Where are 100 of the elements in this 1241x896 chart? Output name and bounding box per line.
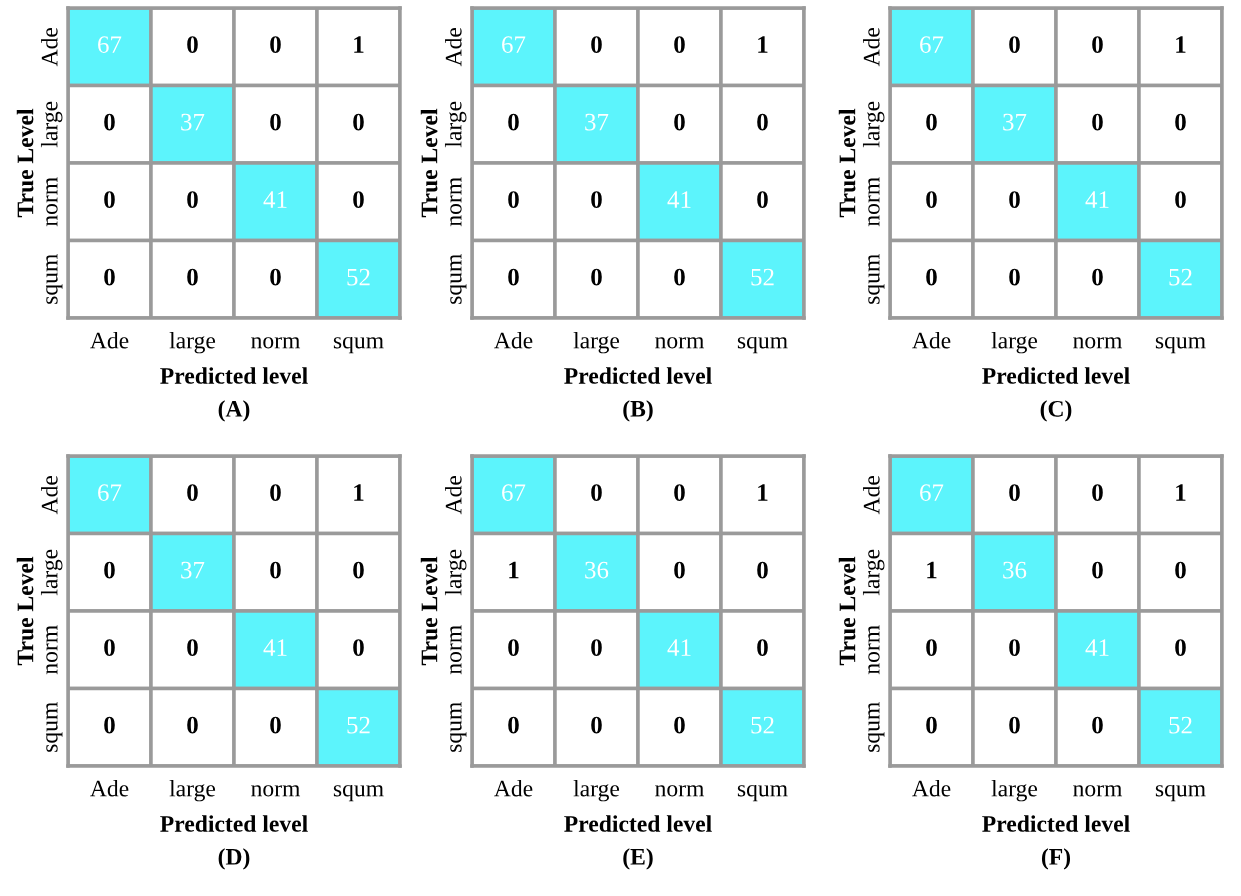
text: (C)	[1040, 400, 1072, 422]
data-label: 0	[926, 716, 937, 734]
data-label: 1	[354, 484, 364, 501]
data-label: 0	[104, 561, 115, 579]
y-axis-title: True Level	[420, 108, 438, 218]
text: (B)	[623, 400, 653, 422]
data-label: 0	[1009, 639, 1020, 657]
x-tick-label: large	[573, 331, 620, 354]
y-tick-label: Ade	[445, 27, 462, 67]
data-label: 0	[508, 191, 519, 209]
data-label: 0	[270, 484, 281, 502]
x-tick-label: squm	[1155, 336, 1206, 354]
y-tick-label: squm	[450, 254, 467, 304]
data-label: 67	[98, 36, 122, 54]
data-label: 67	[920, 484, 944, 502]
y-tick-label: squm	[868, 702, 885, 752]
y-tick-label: norm	[46, 625, 58, 675]
y-tick-label: large	[444, 549, 467, 596]
y-tick-label: Ade	[41, 27, 58, 67]
data-label: 1	[509, 561, 519, 579]
y-tick-label: norm	[46, 177, 58, 227]
data-label: 1	[1176, 484, 1186, 501]
data-label: 0	[1175, 561, 1186, 579]
data-label: 41	[263, 639, 287, 656]
data-label: 36	[585, 561, 609, 579]
x-axis-title: Predicted level	[982, 815, 1130, 832]
x-tick-label: squm	[333, 336, 384, 354]
data-label: 52	[751, 268, 774, 286]
y-axis-title: True Level	[838, 556, 856, 666]
x-tick-label: Ade	[494, 779, 533, 797]
data-label: 0	[508, 716, 519, 734]
data-label: 0	[508, 113, 519, 131]
data-label: 0	[270, 268, 281, 286]
data-label: 37	[181, 113, 205, 131]
y-axis-title: True Level	[420, 556, 438, 666]
data-label: 0	[187, 191, 198, 209]
x-tick-label: norm	[251, 337, 301, 349]
data-label: 0	[926, 191, 937, 209]
data-label: 0	[508, 268, 519, 286]
x-axis-title: Predicted level	[564, 815, 712, 832]
y-axis-title: True Level	[16, 108, 34, 218]
x-tick-label: Ade	[90, 779, 129, 797]
y-tick-label: Ade	[863, 475, 880, 515]
text: (F)	[1041, 848, 1071, 870]
data-label: 37	[585, 113, 609, 131]
x-tick-label: large	[991, 331, 1038, 354]
data-label: 0	[104, 716, 115, 734]
data-label: 0	[926, 268, 937, 286]
data-label: 0	[270, 561, 281, 579]
data-label: 0	[1009, 191, 1020, 209]
y-tick-label: norm	[868, 625, 880, 675]
data-label: 37	[181, 561, 205, 579]
x-tick-label: squm	[1155, 784, 1206, 802]
data-label: 0	[674, 716, 685, 734]
data-label: 0	[1009, 36, 1020, 54]
x-tick-label: large	[573, 779, 620, 802]
x-axis-title: Predicted level	[564, 367, 712, 384]
x-tick-label: squm	[333, 784, 384, 802]
x-tick-label: Ade	[912, 331, 951, 349]
data-label: 41	[667, 639, 691, 656]
data-label: 0	[674, 561, 685, 579]
data-label: 52	[1169, 716, 1192, 734]
data-label: 0	[591, 639, 602, 657]
data-label: 41	[263, 191, 287, 208]
data-label: 0	[353, 113, 364, 131]
data-label: 0	[926, 113, 937, 131]
data-label: 0	[591, 191, 602, 209]
x-tick-label: norm	[1073, 337, 1123, 349]
data-label: 67	[502, 484, 526, 502]
data-label: 1	[758, 484, 768, 501]
y-axis-title: True Level	[16, 556, 34, 666]
data-label: 0	[591, 716, 602, 734]
data-label: 0	[1092, 561, 1103, 579]
x-tick-label: large	[169, 331, 216, 354]
x-tick-label: large	[169, 779, 216, 802]
data-label: 52	[1169, 268, 1192, 286]
data-label: 0	[104, 268, 115, 286]
data-label: 0	[1009, 716, 1020, 734]
data-label: 37	[1003, 113, 1027, 131]
y-tick-label: Ade	[445, 475, 462, 515]
data-label: 0	[270, 716, 281, 734]
data-label: 1	[1176, 36, 1186, 53]
data-label: 52	[347, 716, 370, 734]
data-label: 0	[591, 36, 602, 54]
x-tick-label: squm	[737, 336, 788, 354]
data-label: 0	[187, 36, 198, 54]
data-label: 0	[926, 639, 937, 657]
data-label: 0	[1092, 268, 1103, 286]
data-label: 0	[757, 639, 768, 657]
data-label: 0	[104, 191, 115, 209]
data-label: 0	[508, 639, 519, 657]
data-label: 0	[1175, 639, 1186, 657]
x-tick-label: norm	[1073, 785, 1123, 797]
data-label: 0	[1175, 113, 1186, 131]
data-label: 0	[1092, 484, 1103, 502]
data-label: 0	[270, 113, 281, 131]
data-label: 0	[1175, 191, 1186, 209]
data-label: 0	[591, 484, 602, 502]
x-axis-title: Predicted level	[160, 367, 308, 384]
data-label: 1	[927, 561, 937, 579]
